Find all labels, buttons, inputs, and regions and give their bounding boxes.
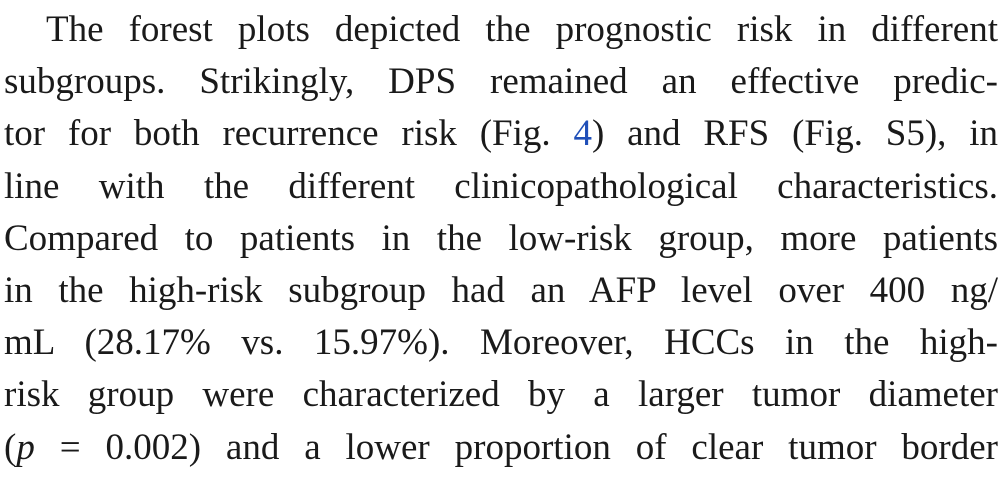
paragraph-line-9: (p = 0.002) and a lower proportion of cl… xyxy=(4,422,998,474)
line-9-open-paren: ( xyxy=(4,426,17,468)
paragraph-line-8: risk group were characterized by a large… xyxy=(4,374,998,416)
paragraph-line-3: tor for both recurrence risk (Fig. 4) an… xyxy=(4,108,998,160)
paragraph-line-1: The forest plots depicted the prognostic… xyxy=(46,9,998,50)
line-3-before-text: tor for both recurrence risk (Fig. xyxy=(4,113,574,155)
body-paragraph: The forest plots depicted the prognostic… xyxy=(4,4,998,474)
p-value-symbol: p xyxy=(16,426,35,468)
line-9-rest-text: = 0.002) and a lower proportion of clear… xyxy=(34,426,998,468)
paragraph-line-7: mL (28.17% vs. 15.97%). Moreover, HCCs i… xyxy=(4,322,998,364)
paragraph-line-6: in the high-risk subgroup had an AFP lev… xyxy=(4,269,998,311)
figure-4-link[interactable]: 4 xyxy=(573,113,592,155)
line-3-after-text: ) and RFS (Fig. S5), in xyxy=(591,113,999,155)
paragraph-line-2: subgroups. Strikingly, DPS remained an e… xyxy=(4,61,998,103)
paragraph-line-4: line with the different clinicopathologi… xyxy=(4,165,998,207)
paragraph-line-5: Compared to patients in the low-risk gro… xyxy=(4,217,998,259)
